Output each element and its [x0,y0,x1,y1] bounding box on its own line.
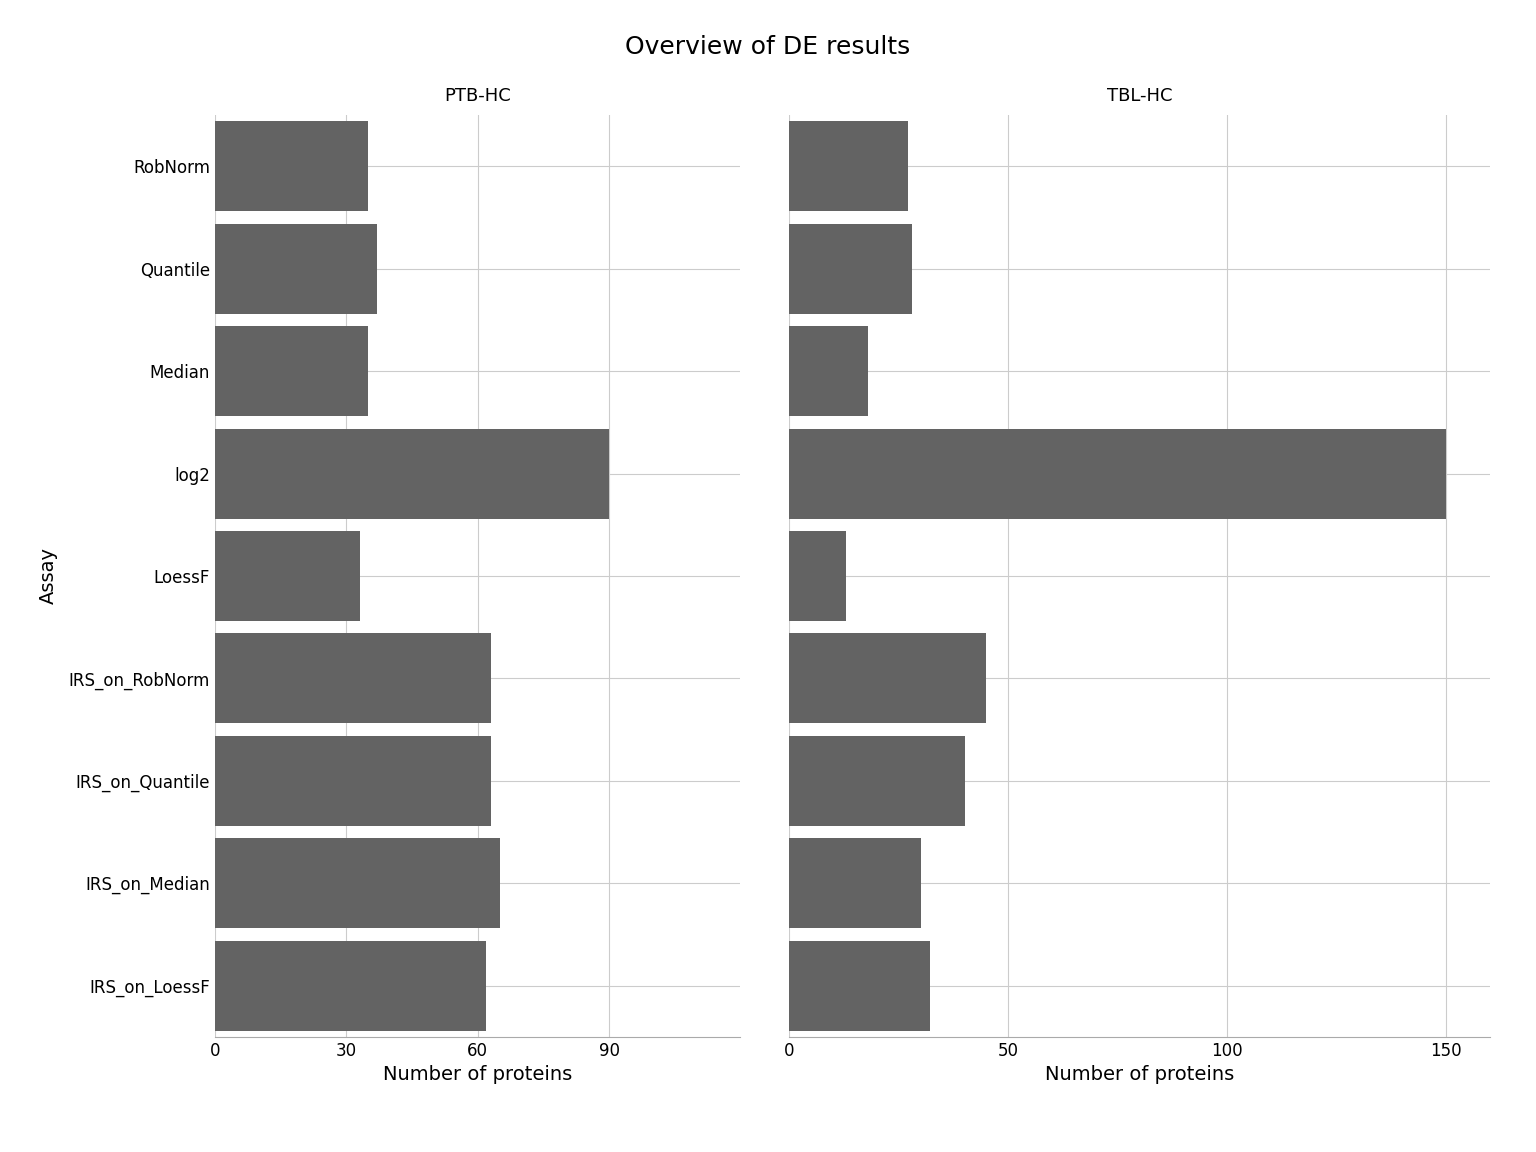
X-axis label: Number of proteins: Number of proteins [382,1066,573,1084]
Bar [215,839,499,929]
Bar [790,634,986,723]
Bar [790,531,846,621]
Bar [215,634,492,723]
Bar [215,736,492,826]
Title: TBL-HC: TBL-HC [1107,88,1172,105]
Bar [215,940,487,1031]
Bar [790,326,868,416]
Title: PTB-HC: PTB-HC [444,88,511,105]
Y-axis label: Assay: Assay [38,547,58,605]
Bar [215,531,359,621]
Bar [790,121,908,212]
Bar [790,839,920,929]
Bar [215,326,369,416]
Text: Overview of DE results: Overview of DE results [625,35,911,59]
Bar [790,940,929,1031]
Bar [215,121,369,212]
X-axis label: Number of proteins: Number of proteins [1044,1066,1235,1084]
Bar [215,223,376,313]
Bar [790,736,965,826]
Bar [215,429,610,518]
Bar [790,223,912,313]
Bar [790,429,1445,518]
